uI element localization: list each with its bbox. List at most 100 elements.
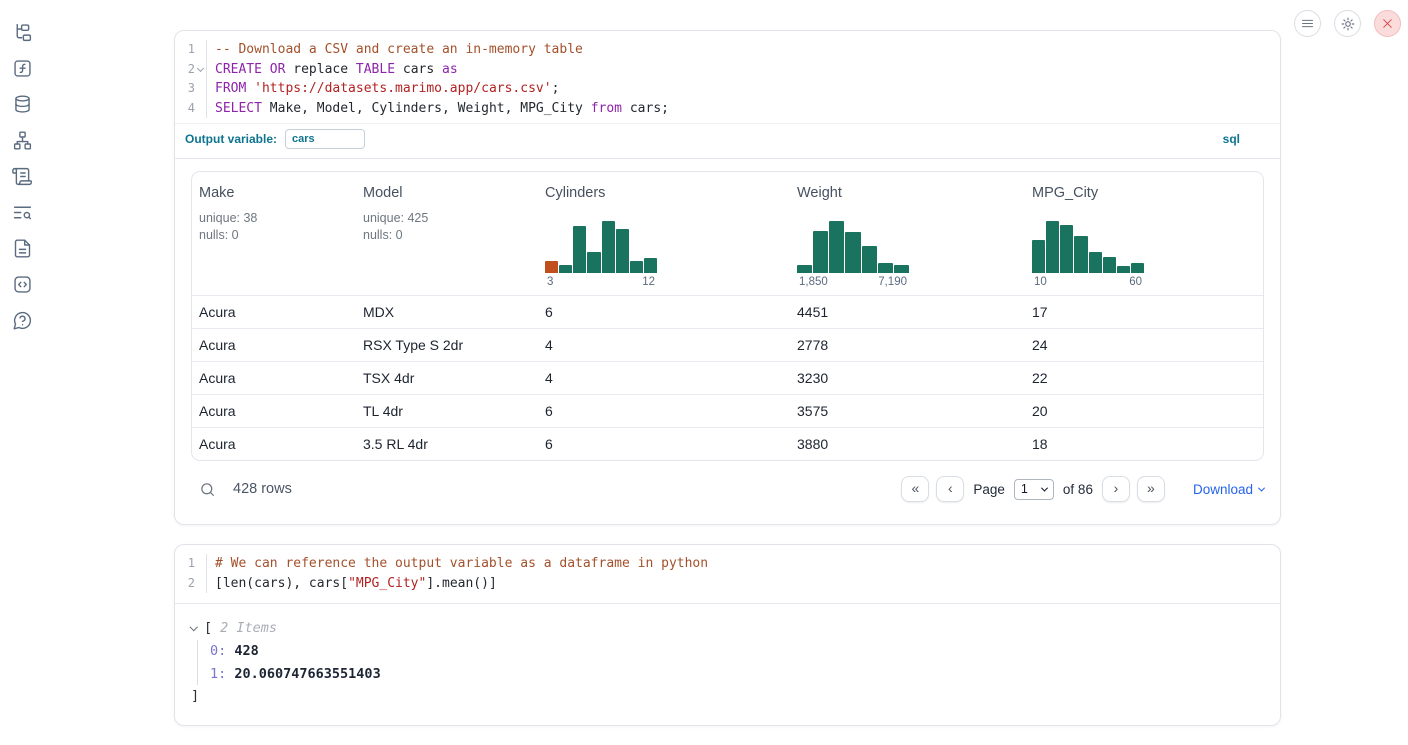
table-cell: RSX Type S 2dr <box>363 337 464 353</box>
fold-spacer <box>195 79 206 99</box>
histogram-bar <box>829 221 845 273</box>
table-cell: Acura <box>199 403 236 419</box>
histogram-bar <box>545 260 559 273</box>
settings-button[interactable] <box>1334 10 1361 37</box>
search-list-icon[interactable] <box>12 202 33 223</box>
document-icon[interactable] <box>12 238 33 259</box>
fold-chevron-icon[interactable] <box>195 60 206 80</box>
sidebar <box>0 0 44 729</box>
table-cell: 3.5 RL 4dr <box>363 436 428 452</box>
code-line: 1 # We can reference the output variable … <box>175 554 1280 574</box>
tree-entry-value: 428 <box>226 643 259 659</box>
tree-entry: 0: 428 <box>210 640 1264 663</box>
search-icon[interactable] <box>199 481 216 498</box>
table-row[interactable]: Acura 3.5 RL 4dr 6 3880 18 <box>192 427 1263 460</box>
histogram-bar <box>877 262 893 273</box>
tree-entry-key: 1: <box>210 665 227 682</box>
python-editor[interactable]: 1 # We can reference the output variable … <box>175 545 1280 603</box>
tree-entries: 0: 428 1: 20.060747663551403 <box>197 640 1264 685</box>
column-header-mpg_city[interactable]: MPG_City 10 60 <box>1025 185 1263 288</box>
code-text: CREATE OR replace TABLE cars as <box>206 59 1280 79</box>
fold-spacer <box>195 574 206 594</box>
next-page-button[interactable]: › <box>1101 476 1130 502</box>
database-icon[interactable] <box>12 94 33 115</box>
help-icon[interactable] <box>12 310 33 331</box>
file-tree-icon[interactable] <box>12 22 33 43</box>
first-page-button[interactable]: « <box>901 476 930 502</box>
axis-max-label: 12 <box>642 276 655 288</box>
output-variable-input[interactable] <box>285 129 366 149</box>
histogram-bar <box>845 232 861 273</box>
cylinders-histogram[interactable]: 3 12 <box>545 221 657 288</box>
table-body: Acura MDX 6 4451 17 Acura RSX Type S 2dr 4 2778 2… <box>192 295 1263 460</box>
histogram-bars <box>797 221 909 273</box>
table-cell: 6 <box>545 304 553 320</box>
column-stat: nulls: 0 <box>363 228 403 242</box>
table-cell: Acura <box>199 436 236 452</box>
table-cell: 17 <box>1032 304 1048 320</box>
histogram-bar <box>1116 266 1130 273</box>
items-count-label: 2 Items <box>220 620 278 636</box>
histogram-bar <box>601 221 615 273</box>
table-cell: 3575 <box>797 403 829 419</box>
sql-editor[interactable]: 1 -- Download a CSV and create an in-memo… <box>175 31 1280 120</box>
code-line: 2 CREATE OR replace TABLE cars as <box>175 59 1280 80</box>
table-cell: 22 <box>1032 370 1048 386</box>
column-name: Weight <box>797 185 842 201</box>
code-box-icon[interactable] <box>12 274 33 295</box>
histogram-bar <box>861 245 877 273</box>
histogram-bar <box>1088 251 1102 273</box>
tree-head: [ 2 Items <box>191 617 1264 639</box>
mpg_city-histogram[interactable]: 10 60 <box>1032 221 1144 288</box>
histogram-bar <box>1074 235 1088 273</box>
column-header-weight[interactable]: Weight 1,850 7,190 <box>790 185 1025 288</box>
fold-spacer <box>195 99 206 119</box>
column-stat: unique: 425 <box>363 211 429 225</box>
sql-cell: 1 -- Download a CSV and create an in-memo… <box>174 30 1281 525</box>
line-number: 1 <box>187 556 195 570</box>
axis-min-label: 1,850 <box>799 276 828 288</box>
prev-page-button[interactable]: ‹ <box>936 476 965 502</box>
column-header-model[interactable]: Model unique: 425 nulls: 0 <box>356 185 538 288</box>
histogram-bar <box>573 226 587 273</box>
histogram-axis-labels: 10 60 <box>1032 276 1144 288</box>
line-number: 2 <box>187 61 195 76</box>
table-row[interactable]: Acura MDX 6 4451 17 <box>192 295 1263 328</box>
table-cell: 6 <box>545 436 553 452</box>
line-number: 4 <box>187 100 195 115</box>
network-icon[interactable] <box>12 130 33 151</box>
histogram-bar <box>797 264 813 273</box>
histogram-bar <box>813 231 829 273</box>
close-icon <box>1383 19 1392 28</box>
download-button[interactable]: Download <box>1192 481 1266 497</box>
download-label: Download <box>1192 481 1253 497</box>
column-header-cylinders[interactable]: Cylinders 3 12 <box>538 185 790 288</box>
last-page-button[interactable]: » <box>1136 476 1165 502</box>
shutdown-button[interactable] <box>1374 10 1401 37</box>
function-icon[interactable] <box>12 58 33 79</box>
table-cell: 4451 <box>797 304 829 320</box>
column-name: Make <box>199 185 235 201</box>
table-cell: 24 <box>1032 337 1048 353</box>
axis-min-label: 3 <box>547 276 554 288</box>
table-cell: TSX 4dr <box>363 370 415 386</box>
menu-button[interactable] <box>1294 10 1321 37</box>
result-tree: [ 2 Items 0: 428 1: 20.060747663551403 ] <box>175 604 1280 725</box>
column-header-make[interactable]: Make unique: 38 nulls: 0 <box>192 185 356 288</box>
scroll-icon[interactable] <box>11 166 33 187</box>
table-cell: Acura <box>199 370 236 386</box>
table-cell: 3230 <box>797 370 829 386</box>
code-line: 3 FROM 'https://datasets.marimo.app/cars.… <box>175 79 1280 99</box>
page-select[interactable]: 1 <box>1013 478 1054 500</box>
collapse-chevron-icon[interactable] <box>191 627 204 630</box>
column-name: Model <box>363 185 403 201</box>
table-row[interactable]: Acura TSX 4dr 4 3230 22 <box>192 361 1263 394</box>
table-row[interactable]: Acura TL 4dr 6 3575 20 <box>192 394 1263 427</box>
weight-histogram[interactable]: 1,850 7,190 <box>797 221 909 288</box>
output-variable-label: Output variable: <box>185 132 278 146</box>
table-cell: 2778 <box>797 337 829 353</box>
code-text: [len(cars), cars["MPG_City"].mean()] <box>206 573 1280 593</box>
code-text: FROM 'https://datasets.marimo.app/cars.c… <box>206 79 1280 99</box>
table-row[interactable]: Acura RSX Type S 2dr 4 2778 24 <box>192 328 1263 361</box>
code-line: 1 -- Download a CSV and create an in-memo… <box>175 40 1280 60</box>
